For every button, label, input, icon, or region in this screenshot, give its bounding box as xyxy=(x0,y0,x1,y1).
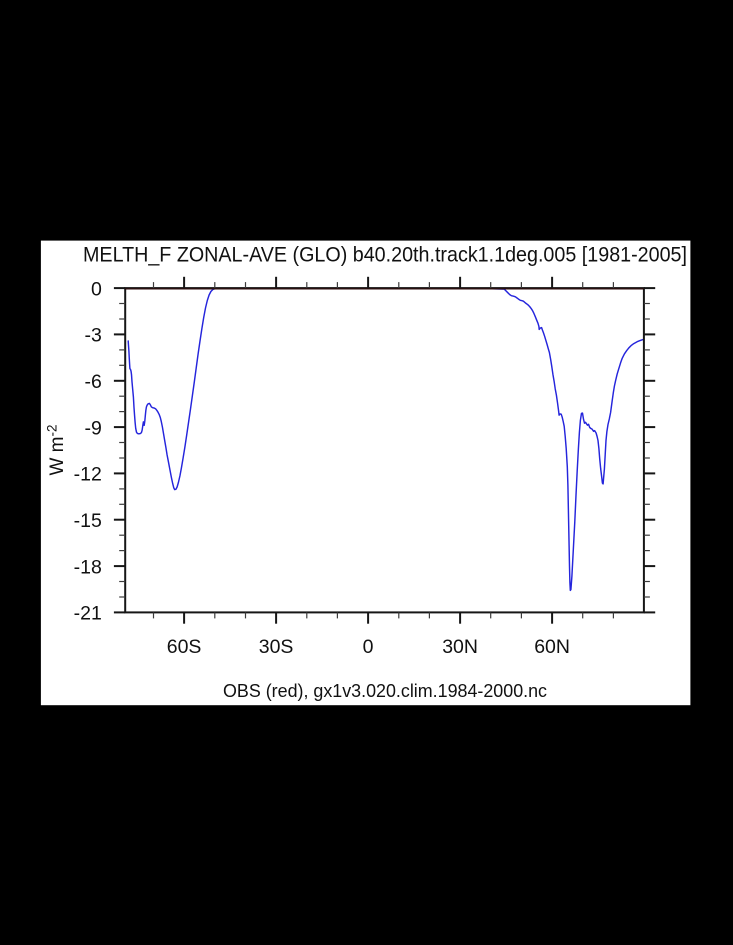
svg-text:30S: 30S xyxy=(259,636,294,658)
svg-text:-12: -12 xyxy=(74,464,102,486)
svg-text:-3: -3 xyxy=(84,325,101,347)
svg-text:-18: -18 xyxy=(74,556,102,578)
svg-text:60N: 60N xyxy=(534,636,570,658)
svg-text:-9: -9 xyxy=(84,417,101,439)
svg-text:30N: 30N xyxy=(442,636,478,658)
svg-text:MELTH_F ZONAL-AVE (GLO) b40.20: MELTH_F ZONAL-AVE (GLO) b40.20th.track1.… xyxy=(83,244,687,267)
svg-text:-21: -21 xyxy=(74,603,102,625)
svg-text:-6: -6 xyxy=(84,371,101,393)
svg-text:0: 0 xyxy=(91,278,102,300)
svg-text:W m-2: W m-2 xyxy=(45,424,69,475)
svg-text:0: 0 xyxy=(363,636,374,658)
svg-text:-15: -15 xyxy=(74,510,102,532)
svg-text:OBS (red), gx1v3.020.clim.1984: OBS (red), gx1v3.020.clim.1984-2000.nc xyxy=(223,680,547,701)
svg-text:60S: 60S xyxy=(167,636,202,658)
